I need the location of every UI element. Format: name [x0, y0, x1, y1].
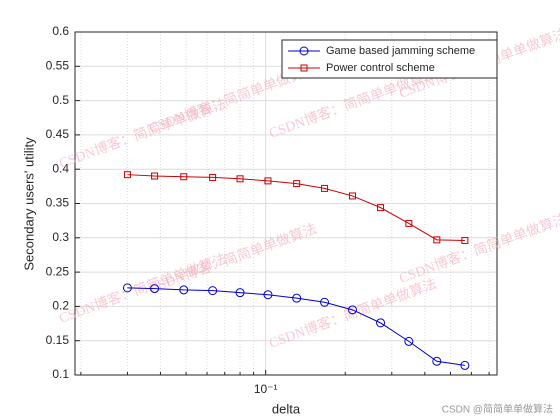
marker	[151, 172, 159, 180]
x-axis-label: delta	[272, 401, 301, 416]
marker	[348, 192, 356, 200]
y-tick-label: 0.5	[52, 93, 69, 107]
legend-label: Power control scheme	[326, 62, 435, 74]
axes-box	[74, 31, 498, 376]
y-tick-label: 0.6	[52, 24, 69, 38]
y-tick-label: 0.1	[52, 367, 69, 381]
y-tick-label: 0.25	[46, 264, 70, 278]
y-axis-label: Secondary users' utility	[21, 137, 36, 271]
marker	[235, 288, 245, 298]
marker	[320, 297, 330, 307]
marker	[122, 283, 132, 293]
marker	[321, 184, 329, 192]
marker	[461, 237, 469, 245]
marker	[236, 175, 244, 183]
marker	[377, 204, 385, 212]
marker	[405, 219, 413, 227]
legend-marker	[300, 64, 308, 72]
marker	[150, 284, 160, 294]
y-tick-label: 0.15	[46, 333, 70, 347]
marker	[123, 171, 131, 179]
y-tick-label: 0.3	[52, 230, 69, 244]
marker	[293, 180, 301, 188]
marker	[208, 286, 218, 296]
legend-marker	[299, 46, 309, 56]
series-line	[127, 174, 465, 242]
y-tick-label: 0.35	[46, 196, 70, 210]
legend-label: Game based jamming scheme	[326, 45, 475, 57]
credit: CSDN @简简单单做算法	[442, 403, 553, 416]
y-tick-label: 0.45	[46, 127, 70, 141]
marker	[433, 236, 441, 244]
marker	[264, 177, 272, 185]
marker	[460, 360, 470, 370]
marker	[180, 173, 188, 181]
marker	[179, 285, 189, 295]
y-tick-label: 0.4	[52, 161, 69, 175]
x-tick-label: 10⁻¹	[254, 382, 278, 396]
marker	[292, 293, 302, 303]
y-tick-label: 0.2	[52, 299, 69, 313]
marker	[209, 173, 217, 181]
marker	[376, 318, 386, 328]
marker	[432, 356, 442, 366]
marker	[263, 290, 273, 300]
series-line	[127, 287, 465, 366]
marker	[404, 336, 414, 346]
y-tick-label: 0.55	[46, 58, 70, 72]
marker	[347, 305, 357, 315]
legend-box	[281, 39, 498, 79]
